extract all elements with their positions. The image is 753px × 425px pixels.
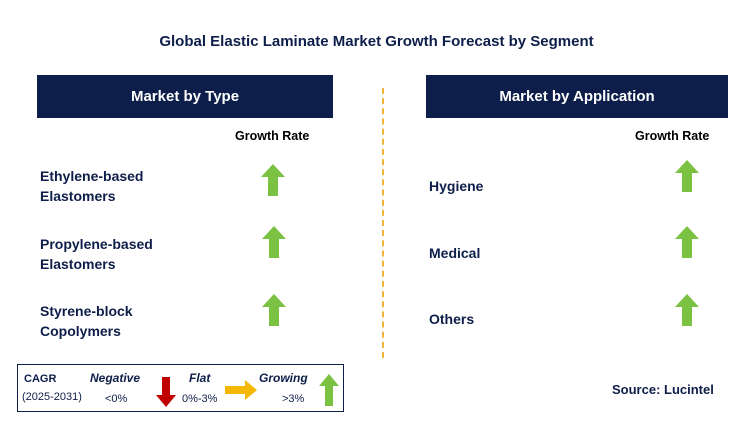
segment-ethylene-based-elastomers: Ethylene-based Elastomers	[40, 168, 144, 204]
page-title: Global Elastic Laminate Market Growth Fo…	[159, 33, 594, 50]
green-up-arrow-icon	[262, 226, 286, 258]
segment-medical: Medical	[429, 245, 481, 261]
right-growth-rate-label: Growth Rate	[635, 129, 710, 143]
market-by-application-header: Market by Application	[426, 75, 728, 118]
green-up-arrow-icon	[675, 160, 699, 192]
legend-period: (2025-2031)	[22, 391, 82, 403]
green-up-arrow-icon	[675, 226, 699, 258]
green-up-arrow-icon	[261, 164, 285, 196]
left-growth-rate-label: Growth Rate	[235, 129, 310, 143]
legend-growing-label: Growing	[259, 371, 308, 385]
segment-propylene-based-elastomers: Propylene-based Elastomers	[40, 236, 153, 272]
source-note: Source: Lucintel	[612, 382, 714, 397]
market-by-type-header: Market by Type	[37, 75, 333, 118]
green-up-arrow-icon	[675, 294, 699, 326]
red-down-arrow-icon	[156, 377, 176, 407]
green-up-arrow-icon	[319, 374, 339, 406]
segment-styrene-block-copolymers: Styrene-block Copolymers	[40, 303, 133, 339]
legend-negative-range: <0%	[105, 393, 128, 405]
legend-flat-range: 0%-3%	[182, 393, 218, 405]
legend-growing-range: >3%	[282, 393, 305, 405]
green-up-arrow-icon	[262, 294, 286, 326]
cagr-legend	[17, 364, 344, 412]
segment-others: Others	[429, 311, 475, 327]
orange-right-arrow-icon	[225, 380, 257, 400]
panel-divider	[382, 88, 384, 358]
legend-flat-label: Flat	[189, 371, 211, 385]
segment-hygiene: Hygiene	[429, 178, 484, 194]
legend-cagr-label: CAGR	[24, 373, 57, 385]
legend-negative-label: Negative	[90, 371, 141, 385]
